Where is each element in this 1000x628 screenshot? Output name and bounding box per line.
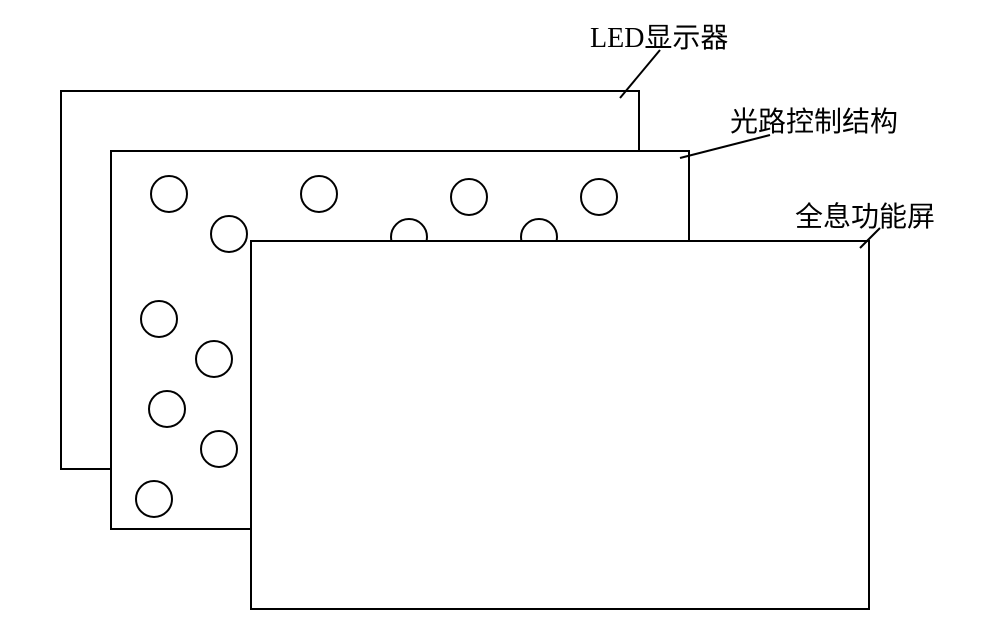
label-led-display: LED显示器 [590, 16, 728, 56]
label-optical-control: 光路控制结构 [730, 100, 898, 140]
leader-line-holographic [0, 0, 1000, 628]
label-holographic-screen: 全息功能屏 [795, 195, 935, 235]
